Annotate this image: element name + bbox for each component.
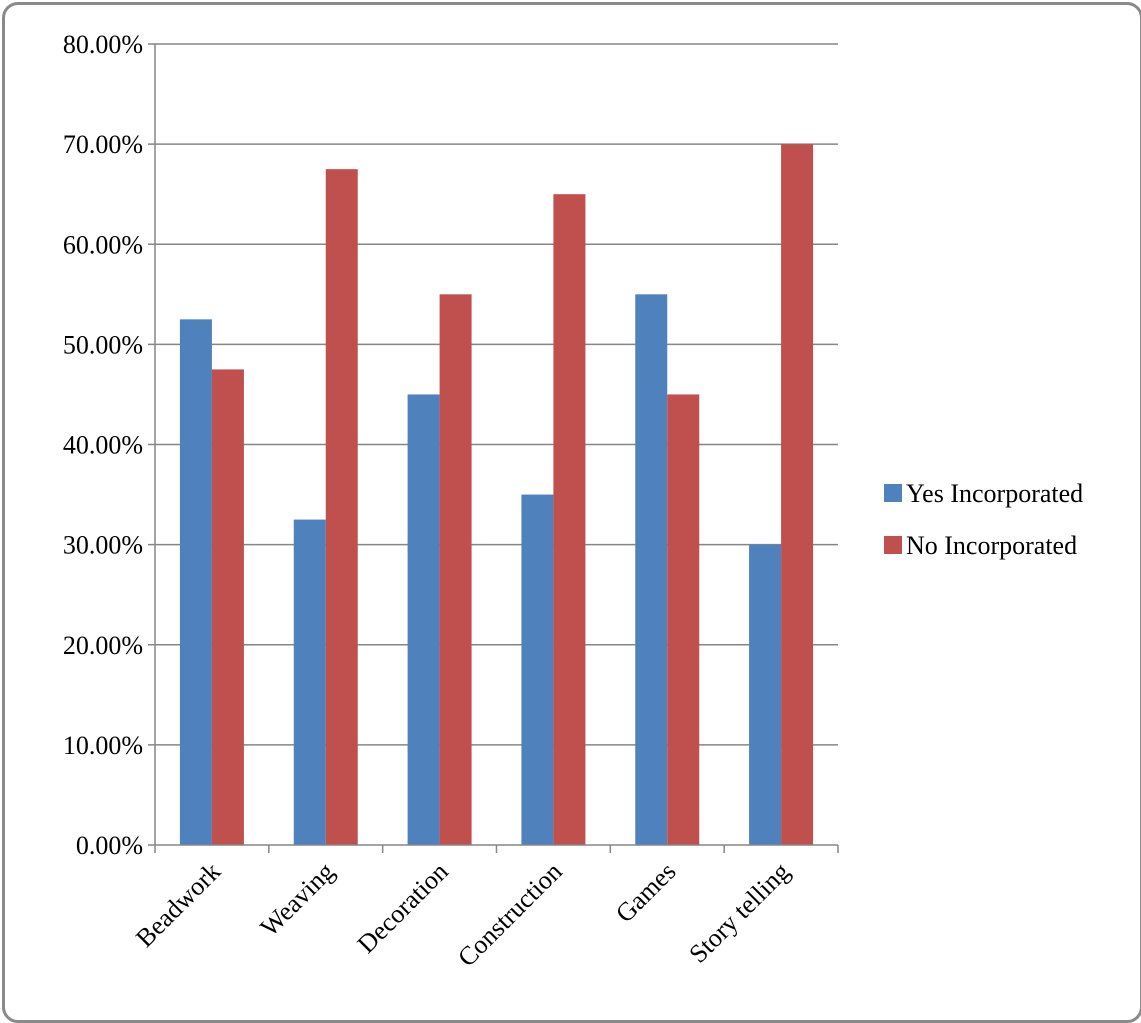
y-tick-label: 70.00%: [63, 130, 143, 159]
legend-label-yes: Yes Incorporated: [906, 479, 1083, 508]
gridlines: [155, 43, 838, 746]
bar-no-construction: [553, 194, 586, 845]
bar-no-decoration: [439, 294, 472, 845]
bar-yes-story-telling: [749, 544, 782, 845]
y-tick-label: 50.00%: [63, 330, 143, 359]
bar-yes-construction: [521, 494, 554, 845]
bar-yes-weaving: [293, 519, 326, 845]
bar-yes-decoration: [407, 394, 440, 845]
x-tick-label: Decoration: [352, 857, 454, 959]
x-tick-label: Games: [610, 857, 682, 929]
y-tick-label: 30.00%: [63, 531, 143, 560]
bar-no-weaving: [325, 169, 358, 845]
y-tick-labels: 0.00% 10.00% 20.00% 30.00% 40.00% 50.00% 60.00…: [63, 30, 143, 860]
bar-no-story-telling: [781, 144, 814, 845]
x-tick-label: Construction: [452, 857, 568, 973]
bar-yes-games: [635, 294, 668, 845]
y-tick-label: 0.00%: [76, 831, 143, 860]
axes: [148, 43, 839, 853]
y-tick-label: 40.00%: [63, 431, 143, 460]
bar-yes-beadwork: [179, 319, 212, 845]
x-tick-label: Weaving: [255, 857, 340, 942]
legend-label-no: No Incorporated: [906, 531, 1077, 560]
y-tick-label: 20.00%: [63, 631, 143, 660]
y-tick-label: 80.00%: [63, 30, 143, 59]
legend: Yes Incorporated No Incorporated: [884, 479, 1083, 560]
x-tick-label: Story telling: [683, 857, 795, 969]
bar-no-beadwork: [211, 369, 244, 845]
legend-swatch-no: [884, 536, 902, 554]
legend-swatch-yes: [884, 484, 902, 502]
bar-no-games: [667, 394, 700, 845]
bars: [179, 144, 814, 845]
x-tick-label: Beadwork: [130, 857, 226, 953]
y-tick-label: 10.00%: [63, 731, 143, 760]
y-tick-label: 60.00%: [63, 230, 143, 259]
